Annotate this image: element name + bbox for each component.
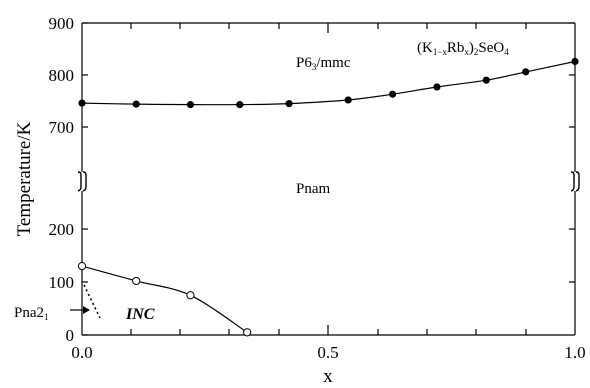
axis-break-left-icon — [77, 171, 87, 192]
pna-boundary-dotted — [83, 284, 101, 319]
upper-data-point-9 — [522, 68, 530, 76]
upper-data-point-2 — [186, 101, 195, 109]
lower-data-point-3 — [243, 328, 252, 337]
upper-data-point-7 — [433, 83, 441, 91]
upper-data-point-6 — [388, 90, 397, 98]
label-formula: (K1−xRbx)2SeO4 — [417, 40, 509, 57]
lower-data-point-0 — [77, 262, 87, 271]
data-markers — [77, 57, 579, 337]
upper-data-point-5 — [344, 96, 352, 104]
x-tick-1: 1.0 — [564, 343, 585, 362]
y-tick-700: 700 — [49, 118, 75, 137]
upper-data-point-0 — [78, 99, 86, 107]
y-tick-100: 100 — [49, 273, 75, 292]
x-axis-title: x — [323, 366, 333, 387]
y-tick-0: 0 — [66, 326, 75, 345]
axis-break-right-icon — [570, 171, 580, 192]
label-inc: INC — [125, 306, 155, 323]
y-tick-800: 800 — [49, 66, 75, 85]
upper-data-point-4 — [285, 100, 293, 108]
y-tick-200: 200 — [49, 220, 75, 239]
lower-data-point-2 — [186, 291, 195, 300]
upper-data-point-8 — [482, 76, 490, 84]
upper-data-point-1 — [132, 100, 140, 108]
pna-arrow-icon — [70, 306, 90, 314]
label-p63mmc: P63/mmc — [296, 55, 351, 72]
upper-data-point-3 — [236, 101, 244, 109]
label-pna21: Pna21 — [14, 305, 49, 322]
upper-data-point-10 — [571, 57, 579, 66]
axis-ticks — [82, 22, 575, 336]
y-tick-900: 900 — [49, 14, 75, 33]
y-axis-title: Temperature/K — [14, 121, 35, 236]
lower-transition-curve — [81, 265, 248, 333]
x-tick-0: 0.0 — [71, 343, 92, 362]
label-pnam: Pnam — [296, 181, 331, 197]
x-tick-0-5: 0.5 — [317, 343, 338, 362]
lower-data-point-1 — [132, 276, 141, 286]
